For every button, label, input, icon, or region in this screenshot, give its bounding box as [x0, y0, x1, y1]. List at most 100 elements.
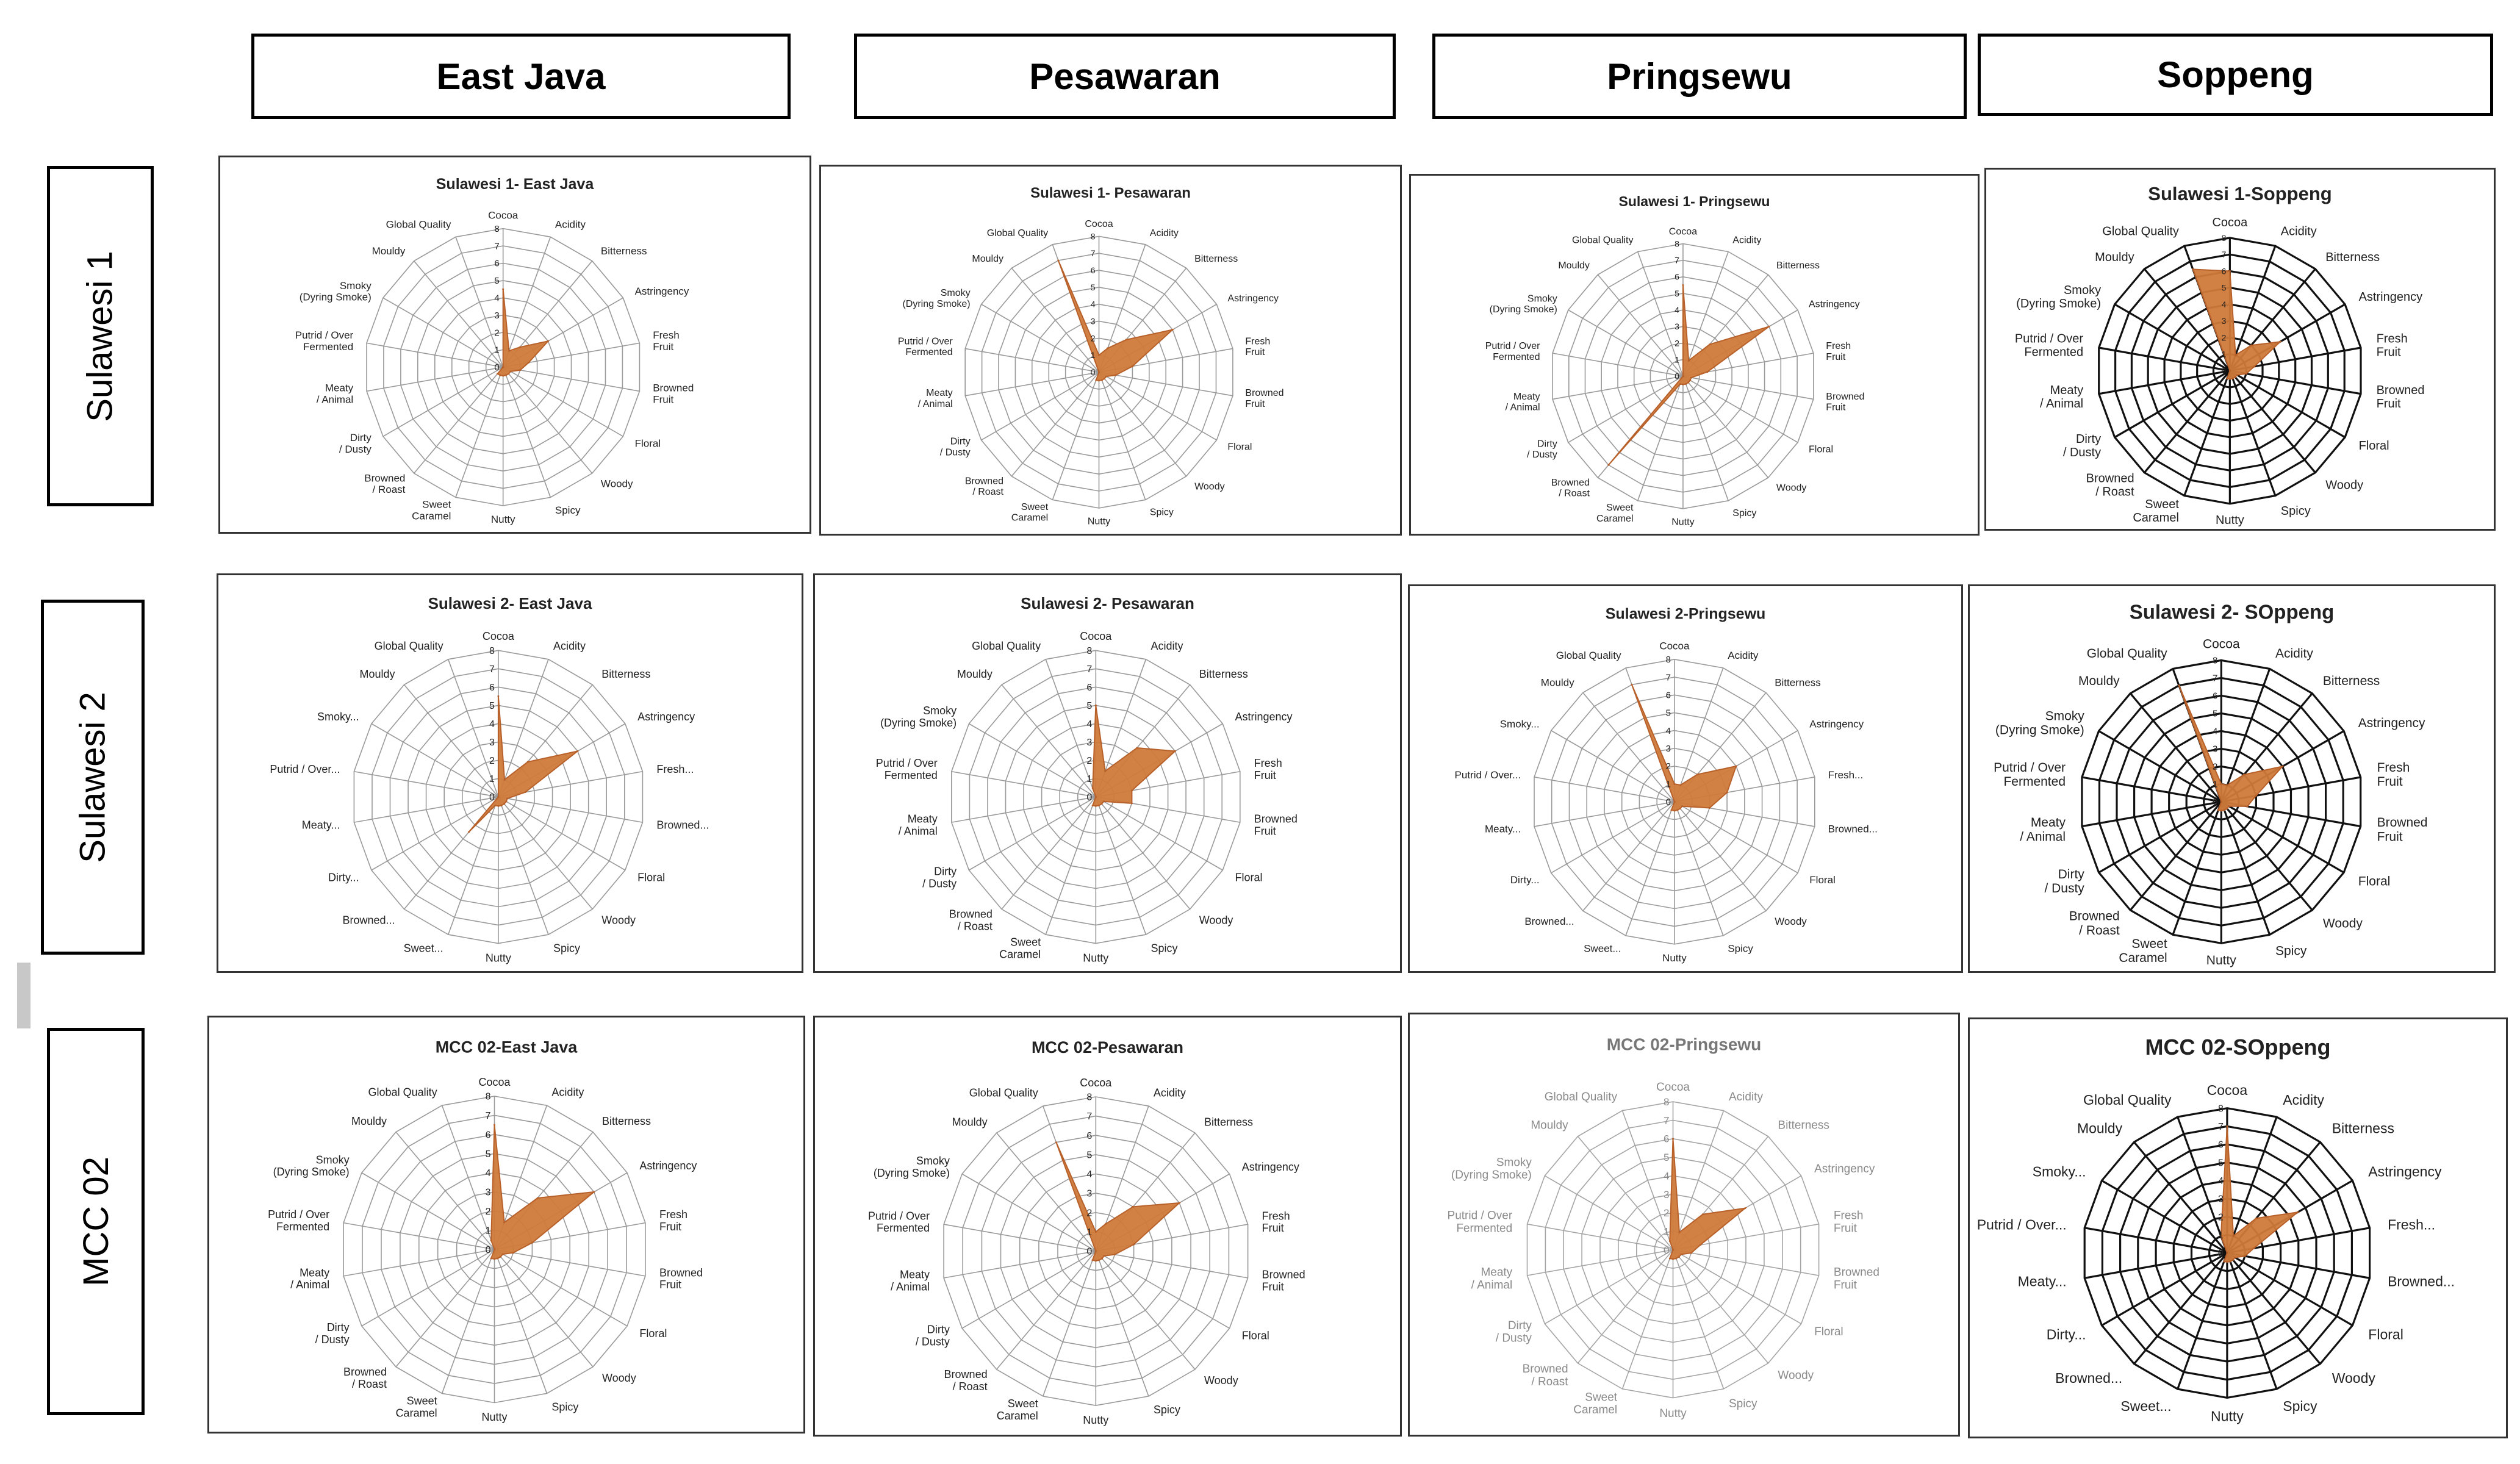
data-point-nutty — [502, 375, 504, 377]
axis-label-nutty: Nutty — [1083, 952, 1108, 964]
data-point-bitterness — [1132, 1205, 1134, 1208]
radar-panel-mcc02-pringsewu: MCC 02-Pringsewu 0 1 2 3 4 5 6 7 8 Cocoa Acidity Bit… — [1408, 1013, 1960, 1437]
axis-label-mouldy: Mouldy — [1531, 1119, 1568, 1132]
spoke-spicy — [1674, 802, 1724, 936]
data-point-bitterness — [519, 346, 521, 348]
axis-label-browned: Browned... — [656, 819, 709, 831]
spoke-global-quality — [1621, 1110, 1674, 1250]
data-point-browned-fruit — [1690, 1252, 1692, 1254]
tick-label-2: 2 — [2222, 332, 2227, 342]
spoke-smoky-dyring-smoke — [981, 304, 1099, 373]
axis-label-mouldy: Mouldy — [952, 1116, 988, 1128]
data-series-area — [1608, 285, 1770, 465]
tick-label-3: 3 — [1666, 744, 1671, 754]
axis-label-smoky-dyring-smoke: Smoky (Dyring Smoke) — [2016, 284, 2101, 310]
spoke-browned-roast — [996, 1250, 1096, 1370]
spoke-mouldy — [414, 260, 504, 368]
axis-label-sweet-caramel: Sweet Caramel — [999, 936, 1041, 961]
axis-label-dirty-dusty: Dirty / Dusty — [916, 1324, 950, 1348]
data-point-sweet-caramel — [2217, 809, 2219, 811]
axis-label-mouldy: Mouldy — [351, 1115, 387, 1127]
axis-label-dirty-dusty: Dirty / Dusty — [315, 1321, 350, 1346]
data-point-cocoa — [2228, 270, 2231, 272]
tick-label-0: 0 — [1666, 797, 1671, 808]
tick-label-6: 6 — [1675, 272, 1679, 282]
data-point-sweet-caramel — [1095, 379, 1097, 381]
tick-label-6: 6 — [486, 1130, 491, 1140]
spoke-sweet-caramel — [2172, 801, 2222, 935]
axis-label-woody: Woody — [1204, 1374, 1238, 1387]
spoke-meaty-animal — [965, 371, 1099, 396]
data-point-mouldy — [1094, 795, 1097, 798]
spoke-putrid-over-fermented — [366, 342, 503, 368]
axis-label-spicy: Spicy — [551, 1401, 578, 1413]
row-label-sulawesi-2: Sulawesi 2 — [73, 691, 113, 863]
data-point-acidity — [1678, 1231, 1681, 1233]
spoke-meaty — [1534, 801, 1675, 827]
axis-label-acidity: Acidity — [2283, 1092, 2324, 1108]
tick-label-1: 1 — [1086, 1227, 1092, 1238]
data-point-bitterness — [536, 1197, 539, 1199]
axis-label-putrid-over-fermented: Putrid / Over Fermented — [876, 757, 938, 781]
axis-label-astringency: Astringency — [637, 711, 695, 723]
data-point-cocoa — [1094, 704, 1097, 706]
radar-chart-svg: MCC 02-SOppeng 0 1 2 3 4 5 6 7 8 Cocoa Acidity Bitte… — [1977, 1035, 2455, 1424]
axis-label-browned-fruit: Browned Fruit — [1254, 813, 1298, 838]
axis-label-floral: Floral — [2359, 439, 2389, 453]
axis-label-acidity: Acidity — [2281, 225, 2317, 239]
tick-label-1: 1 — [2218, 1230, 2224, 1241]
spoke-meaty-animal — [366, 367, 503, 392]
axis-label-woody: Woody — [1194, 481, 1225, 492]
axis-label-bitterness: Bitterness — [1204, 1116, 1253, 1128]
tick-label-2: 2 — [1086, 756, 1092, 766]
chart-title: Sulawesi 2- SOppeng — [2130, 601, 2335, 623]
spoke-meaty-animal — [2081, 800, 2222, 828]
tick-label-4: 4 — [1086, 1169, 1092, 1180]
spoke-woody — [1674, 801, 1767, 911]
data-point-sweet-caramel — [1668, 1257, 1671, 1260]
spoke-dirty-dusty — [1568, 376, 1684, 443]
spoke-dirty-dusty — [1544, 1249, 1673, 1324]
column-header-pesawaran: Pesawaran — [854, 34, 1396, 119]
data-point-spicy — [1098, 805, 1100, 806]
data-point-nutty — [497, 805, 500, 807]
spoke-browned — [1582, 801, 1675, 911]
spoke-acidity — [2228, 245, 2277, 371]
data-point-astringency — [593, 1191, 595, 1193]
tick-label-1: 1 — [1086, 774, 1092, 784]
data-point-mouldy — [1672, 1249, 1674, 1251]
data-point-nutty — [1094, 805, 1097, 807]
data-point-fresh-fruit — [1131, 365, 1133, 367]
data-point-spicy — [1100, 379, 1103, 381]
spoke-woody — [494, 1249, 594, 1368]
axis-label-woody: Woody — [1778, 1369, 1814, 1382]
axis-label-global-quality: Global Quality — [2102, 225, 2179, 239]
axis-label-smoky-dyring-smoke: Smoky (Dyring Smoke) — [1451, 1156, 1532, 1182]
axis-label-browned-fruit: Browned Fruit — [653, 382, 694, 406]
axis-label-dirty-dusty: Dirty / Dusty — [2044, 867, 2084, 895]
spoke-dirty — [1551, 801, 1675, 874]
column-header-soppeng: Soppeng — [1978, 34, 2493, 116]
data-point-astringency — [1171, 329, 1174, 331]
tick-label-0: 0 — [1091, 367, 1096, 377]
tick-label-3: 3 — [1086, 737, 1092, 748]
spoke-meaty-animal — [343, 1249, 495, 1277]
data-point-browned-fruit — [2246, 805, 2249, 808]
axis-label-smoky: Smoky... — [2033, 1164, 2086, 1180]
spoke-putrid-over-fermented — [1527, 1223, 1673, 1250]
data-point-astringency — [1735, 765, 1737, 767]
data-series-area — [2192, 268, 2282, 380]
tick-label-6: 6 — [1086, 683, 1092, 693]
row-header-sulawesi-2: Sulawesi 2 — [41, 600, 145, 955]
axis-label-acidity: Acidity — [555, 219, 586, 231]
axis-label-spicy: Spicy — [553, 942, 580, 954]
data-point-woody — [1687, 381, 1690, 384]
spoke-floral — [498, 796, 626, 871]
tick-label-7: 7 — [1091, 248, 1096, 258]
tick-label-5: 5 — [1664, 1152, 1669, 1163]
data-series-area — [1668, 1138, 1748, 1260]
data-point-astringency — [576, 750, 579, 752]
axis-label-meaty-animal: Meaty / Animal — [899, 813, 938, 838]
spoke-dirty-dusty — [961, 1250, 1096, 1329]
data-series-area — [468, 696, 578, 833]
